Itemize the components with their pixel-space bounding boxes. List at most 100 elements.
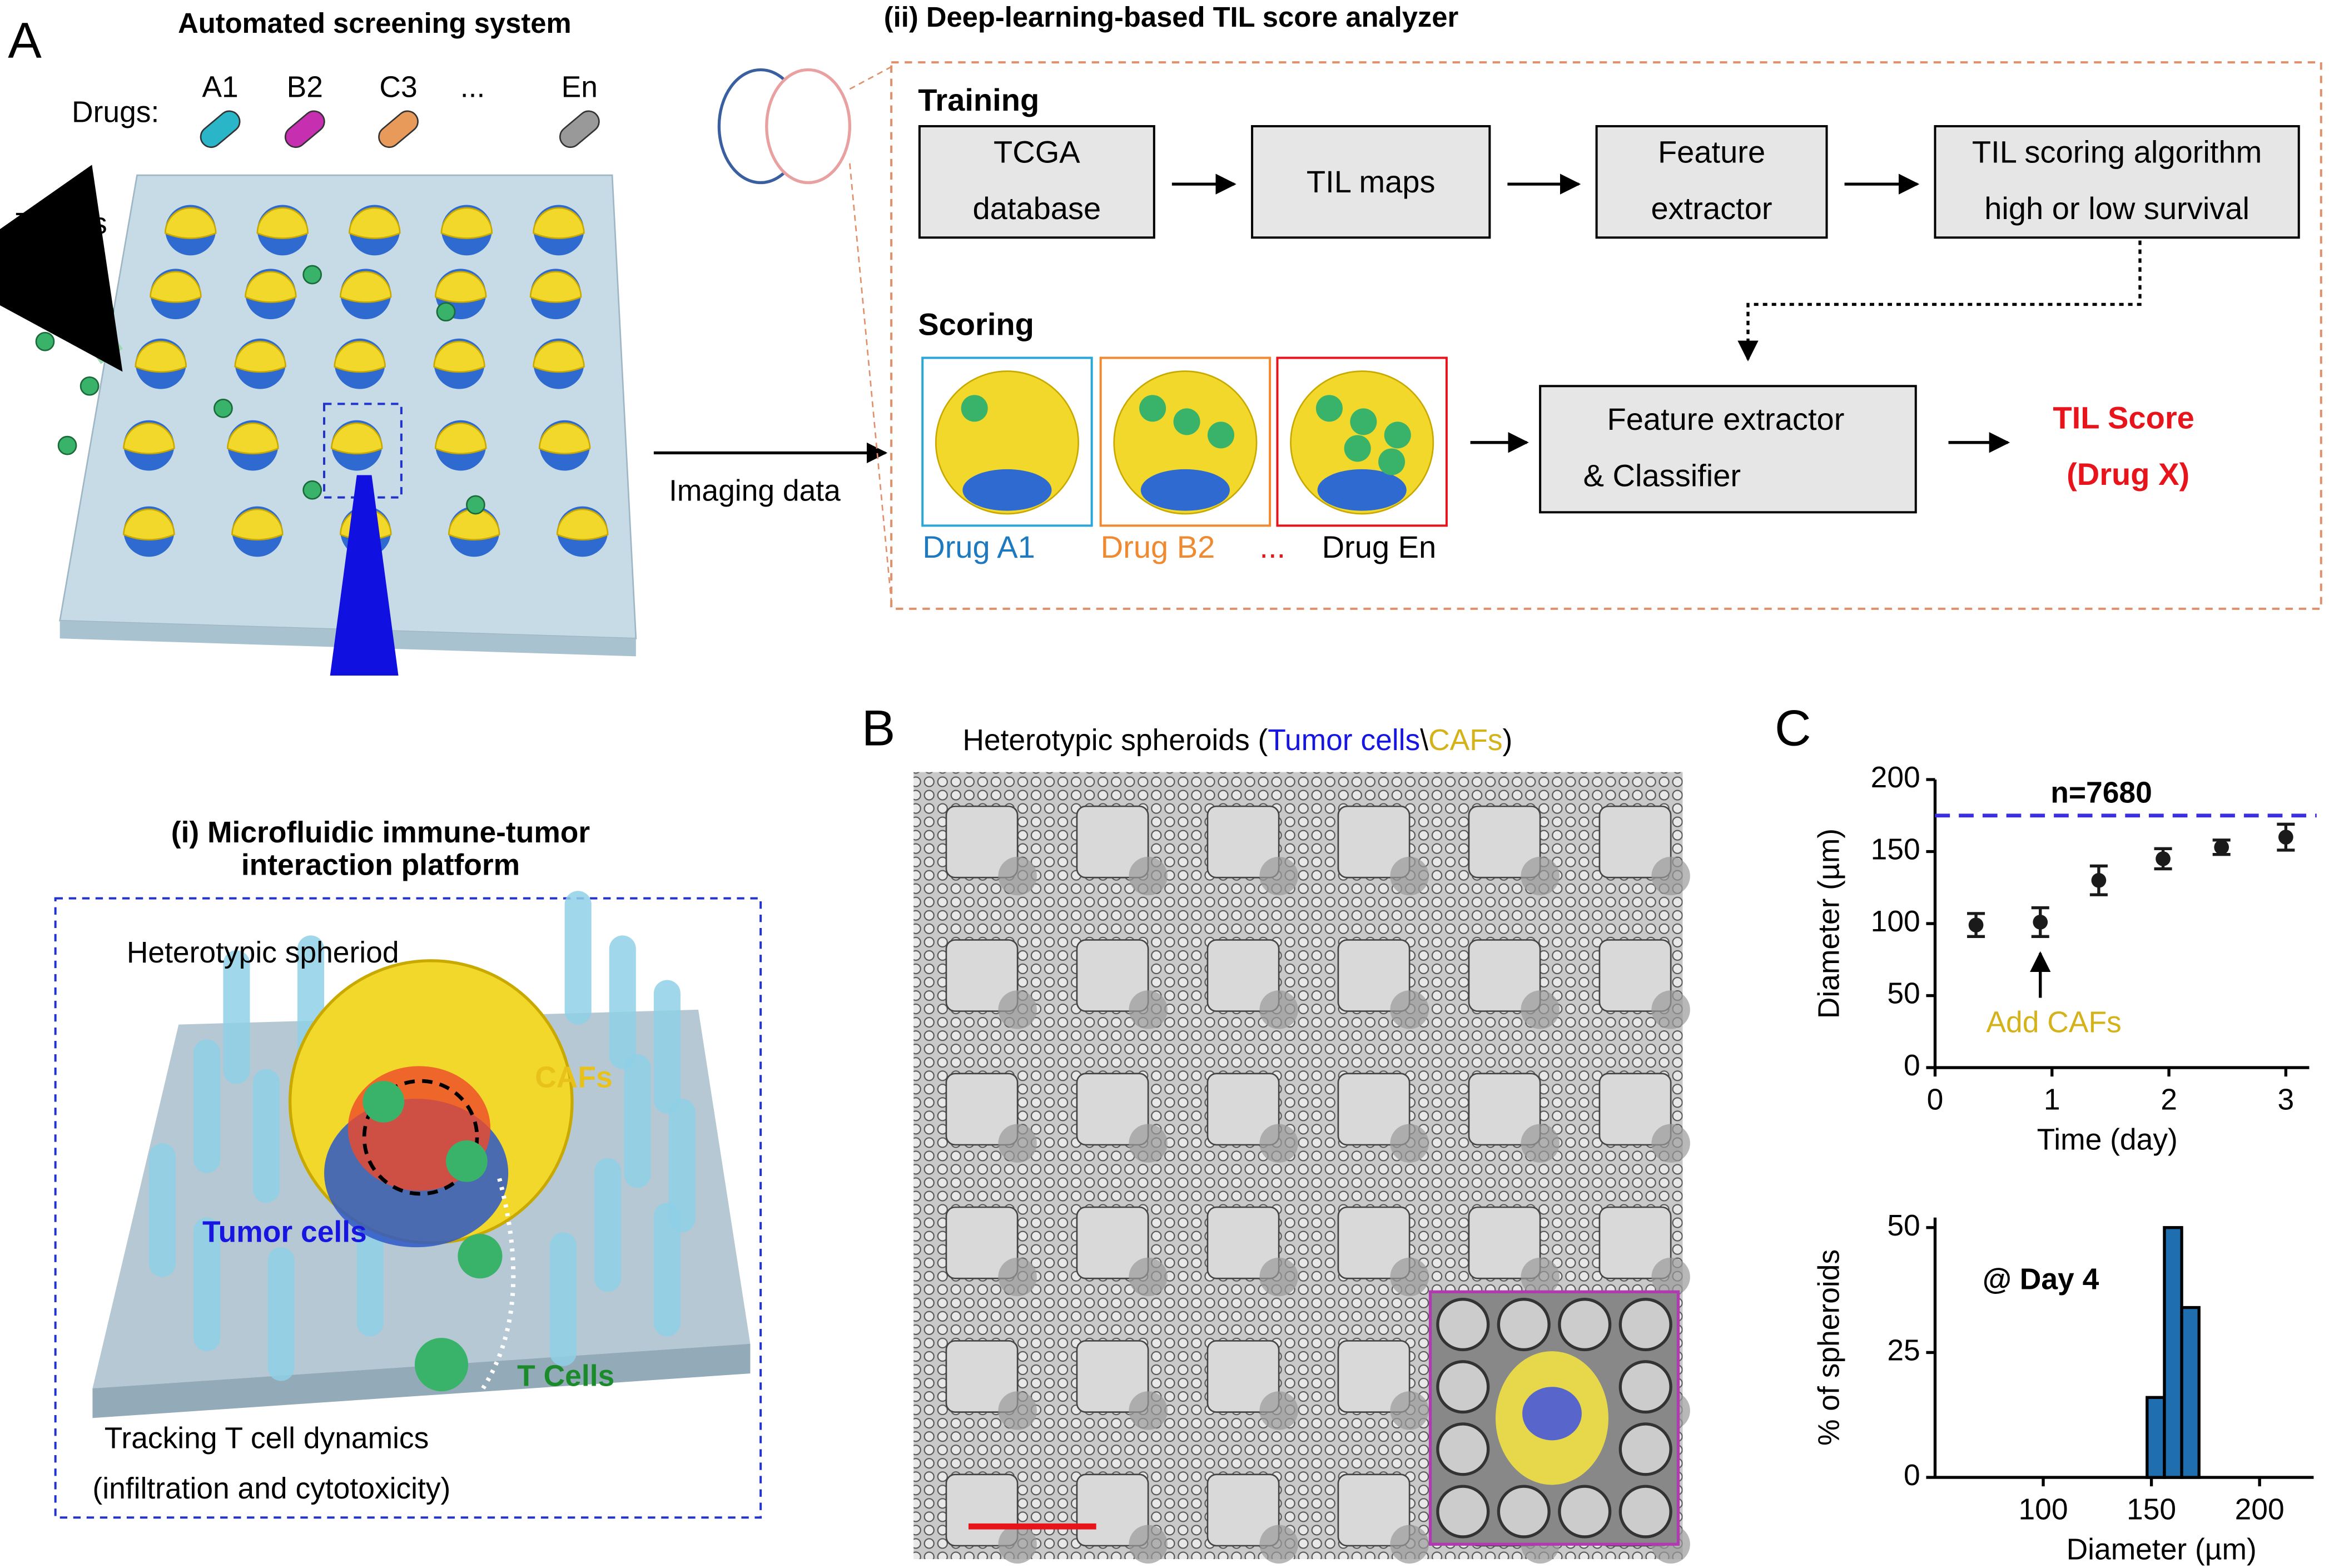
spheroid-shell	[227, 422, 279, 455]
spheroid	[1651, 990, 1690, 1029]
t-cell	[436, 302, 456, 322]
t-cell	[1350, 408, 1377, 435]
spheroid	[998, 990, 1037, 1029]
label: Heterotypic spheriod	[127, 936, 399, 969]
t-cell	[50, 242, 70, 262]
reference-label: n=7680	[2050, 776, 2152, 809]
spheroid	[1390, 1124, 1429, 1163]
inset-core	[1522, 1387, 1582, 1441]
spheroid	[1521, 1124, 1560, 1163]
drugs-label: Drugs:	[72, 96, 159, 129]
well	[1598, 1073, 1672, 1146]
capsule	[284, 110, 325, 148]
panel-title: (i) Microfluidic immune-tumor	[171, 816, 590, 849]
y-tick-label: 0	[1904, 1049, 1920, 1082]
y-tick-label: 150	[1871, 833, 1920, 866]
tumor-core	[1140, 469, 1230, 511]
y-axis-label: % of spheroids	[1813, 1249, 1846, 1446]
point	[2091, 872, 2107, 888]
box-text: high or low survival	[1984, 191, 2249, 226]
x-tick-label: 100	[2018, 1493, 2068, 1526]
drug-label: Drug A1	[922, 529, 1035, 564]
pillar	[594, 1158, 622, 1292]
annotation: @ Day 4	[1983, 1263, 2099, 1296]
spheroid	[1651, 1124, 1690, 1163]
spheroid-shell	[123, 508, 175, 541]
track	[481, 1172, 516, 1390]
spheroid-shell	[164, 207, 217, 239]
spheroid	[1390, 856, 1429, 896]
imaging-label: Imaging data	[669, 475, 841, 508]
spheroid-shell	[440, 207, 493, 239]
y-tick-label: 25	[1887, 1334, 1920, 1367]
drug-label: Drug En	[1322, 529, 1437, 564]
zoom-box	[323, 403, 403, 499]
well	[1337, 1340, 1411, 1413]
well	[1337, 1206, 1411, 1279]
box-text: database	[972, 191, 1101, 226]
spheroid-shell	[533, 340, 585, 373]
spheroid-shell	[529, 271, 582, 303]
inset-pillar	[1436, 1422, 1490, 1476]
pillar	[148, 1143, 176, 1277]
x-axis-label: Time (day)	[2037, 1124, 2178, 1157]
y-tick-label: 50	[1887, 1209, 1920, 1242]
spheroid	[1129, 1124, 1168, 1163]
x-tick-label: 0	[1927, 1084, 1944, 1117]
tumor-core	[962, 469, 1052, 511]
panel-title: (ii) Deep-learning-based TIL score analy…	[884, 1, 1458, 33]
pillar	[653, 1203, 681, 1337]
inset-pillar	[1618, 1297, 1672, 1352]
t-cell	[1378, 448, 1406, 475]
t-cell	[1139, 395, 1166, 422]
platform-box	[54, 897, 762, 1519]
spheroid	[998, 856, 1037, 896]
pillar	[668, 1099, 696, 1233]
section-label: Training	[918, 82, 1039, 117]
spheroid-shell	[234, 340, 286, 373]
spheroid-shell	[123, 422, 175, 455]
well	[1468, 939, 1541, 1012]
spheroid	[1390, 1391, 1429, 1430]
spheroid	[1390, 990, 1429, 1029]
box-text: & Classifier	[1583, 458, 1741, 493]
well	[1598, 939, 1672, 1012]
t-cell	[35, 331, 55, 351]
panel-label: C	[1775, 701, 1811, 757]
box-text: Feature	[1658, 135, 1765, 170]
well	[945, 805, 1019, 879]
spheroid-shell	[556, 508, 609, 541]
title-part: Tumor cells	[1268, 724, 1420, 757]
well	[1337, 1073, 1411, 1146]
well	[1206, 1073, 1280, 1146]
box-text: TCGA	[994, 135, 1080, 170]
spheroid	[1129, 1257, 1168, 1297]
drug-label: B2	[287, 71, 323, 103]
spheroid	[1129, 990, 1168, 1029]
bar	[2163, 1226, 2183, 1479]
pillar	[193, 1217, 221, 1352]
spheroid-shell	[331, 422, 383, 455]
section-label: Scoring	[918, 306, 1034, 341]
well	[945, 1073, 1019, 1146]
spheroid-shell	[245, 271, 297, 303]
spheroid-shell	[448, 508, 500, 541]
well	[1468, 1073, 1541, 1146]
drug-label: ...	[1259, 529, 1285, 564]
panel-title: Heterotypic spheroids (Tumor cells\CAFs)	[962, 724, 1512, 757]
well	[1076, 1206, 1149, 1279]
t-cell	[57, 435, 77, 455]
x-tick-label: 150	[2127, 1493, 2176, 1526]
y-tick-label: 200	[1871, 761, 1920, 794]
spheroid	[1521, 1257, 1560, 1297]
point	[2156, 851, 2171, 866]
well	[1206, 1473, 1280, 1547]
t-cell	[302, 480, 322, 500]
well	[1598, 1206, 1672, 1279]
caption: (infiltration and cytotoxicity)	[92, 1472, 450, 1505]
spheroid-shell	[433, 340, 485, 373]
box-text: extractor	[1651, 191, 1772, 226]
drug-label: C3	[379, 71, 417, 103]
pillar	[624, 1054, 651, 1188]
